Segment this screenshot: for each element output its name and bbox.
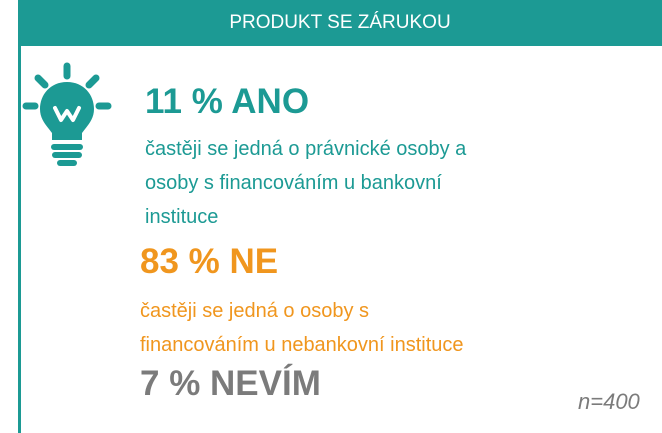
answer-no-description: častěji se jedná o osoby s financováním …	[140, 294, 464, 362]
description-line: osoby s financováním u bankovní	[145, 172, 442, 194]
sample-size: n=400	[578, 389, 640, 414]
answer-yes-description: častěji se jedná o právnické osoby a oso…	[145, 132, 466, 234]
header: PRODUKT SE ZÁRUKOU	[18, 0, 662, 46]
answer-dont-know: 7 % NEVÍM	[140, 364, 321, 403]
answer-yes: 11 % ANO	[145, 82, 310, 121]
description-line: instituce	[145, 206, 219, 228]
description-line: financováním u nebankovní instituce	[140, 334, 464, 356]
description-line: častěji se jedná o právnické osoby a	[145, 138, 467, 160]
bulb-icon	[22, 62, 112, 166]
description-line: častěji se jedná o osoby s	[140, 300, 370, 322]
header-title: PRODUKT SE ZÁRUKOU	[229, 12, 451, 33]
frame-border	[18, 0, 21, 433]
answer-no: 83 % NE	[140, 242, 279, 281]
